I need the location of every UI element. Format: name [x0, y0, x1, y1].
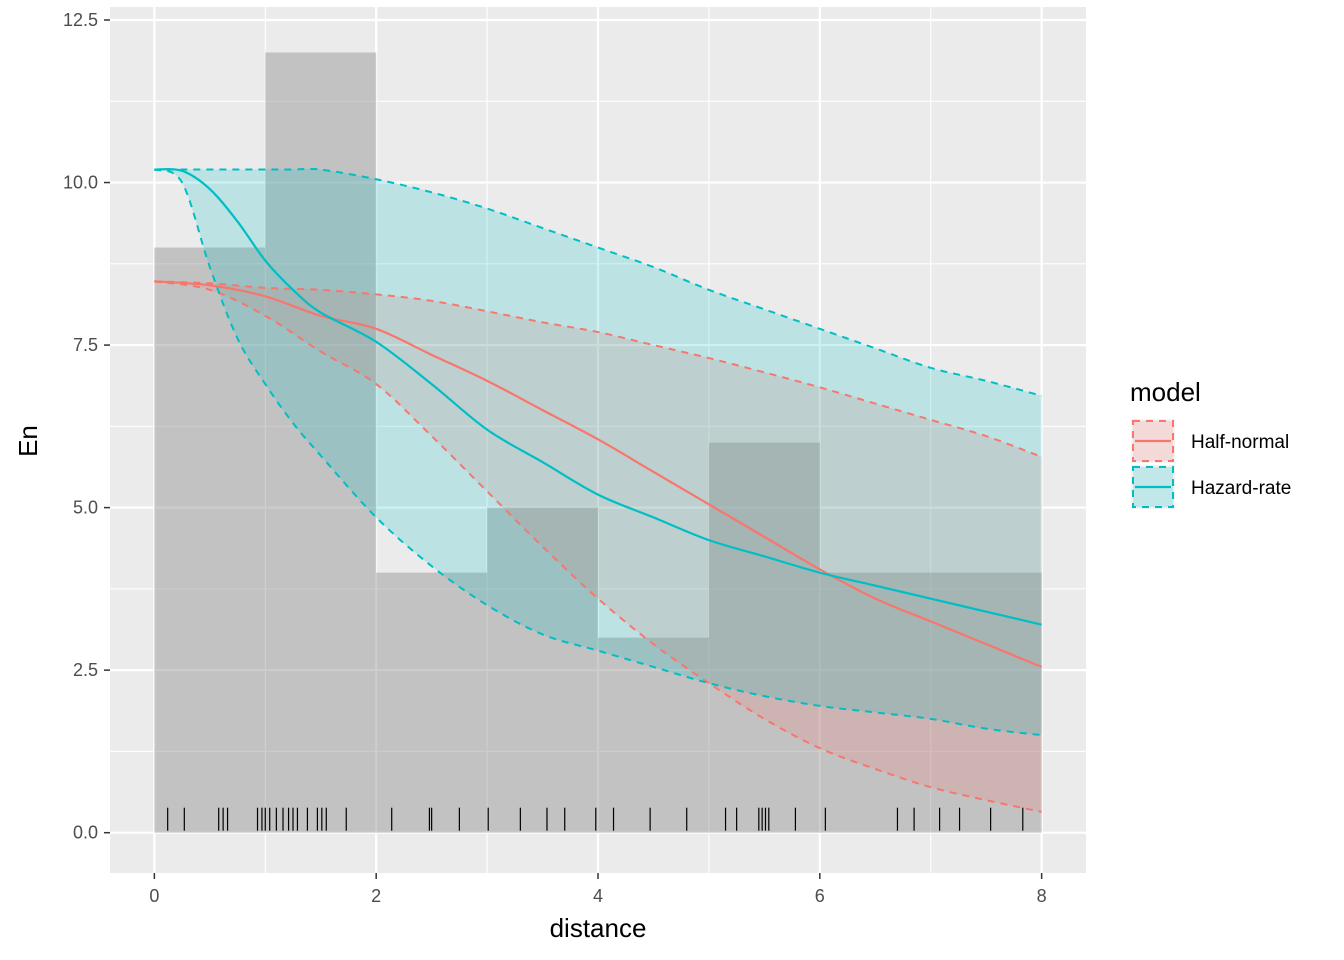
half-normal-upper-line: [154, 280, 1042, 458]
histogram-bar: [265, 52, 377, 833]
x-axis-title: distance: [550, 913, 647, 943]
half-normal-fit-line: [154, 280, 1043, 668]
half-normal-ribbon: [154, 281, 1042, 812]
histogram-bar: [598, 637, 709, 833]
rug-marks: [167, 807, 1024, 831]
legend: model Half-normal Hazard-rate: [1130, 377, 1291, 509]
x-axis: 0 2 4 6 8: [149, 873, 1047, 906]
histogram-bar: [819, 572, 931, 833]
y-tick-label: 12.5: [63, 10, 98, 30]
x-tick-label: 4: [593, 886, 603, 906]
y-tick-label: 5.0: [73, 498, 98, 518]
legend-title: model: [1130, 377, 1201, 407]
hazard-rate-upper-line: [154, 167, 1042, 397]
histogram-bar: [708, 442, 820, 833]
legend-label: Hazard-rate: [1191, 478, 1291, 499]
y-tick-label: 0.0: [73, 823, 98, 843]
x-tick-label: 8: [1037, 886, 1047, 906]
fitted-lines: [154, 167, 1043, 668]
y-tick-label: 2.5: [73, 660, 98, 680]
y-tick-label: 10.0: [63, 173, 98, 193]
legend-label: Half-normal: [1191, 432, 1289, 453]
half-normal-lower-line: [154, 280, 1042, 813]
x-tick-label: 2: [371, 886, 381, 906]
y-axis-title: En: [13, 425, 43, 457]
histogram: [154, 52, 1042, 833]
hazard-rate-lower-line: [153, 168, 1042, 737]
histogram-bar: [376, 572, 488, 833]
confidence-bands: [154, 168, 1042, 812]
histogram-bar: [154, 247, 266, 833]
hazard-rate-fit-line: [154, 167, 1042, 626]
y-axis: 0.0 2.5 5.0 7.5 10.0 12.5: [63, 10, 110, 843]
x-tick-label: 6: [815, 886, 825, 906]
histogram-bar: [930, 572, 1042, 833]
histogram-bar: [487, 507, 598, 833]
band-boundary-lines: [153, 167, 1042, 813]
y-tick-label: 7.5: [73, 335, 98, 355]
hazard-rate-ribbon: [154, 168, 1042, 736]
x-tick-label: 0: [149, 886, 159, 906]
